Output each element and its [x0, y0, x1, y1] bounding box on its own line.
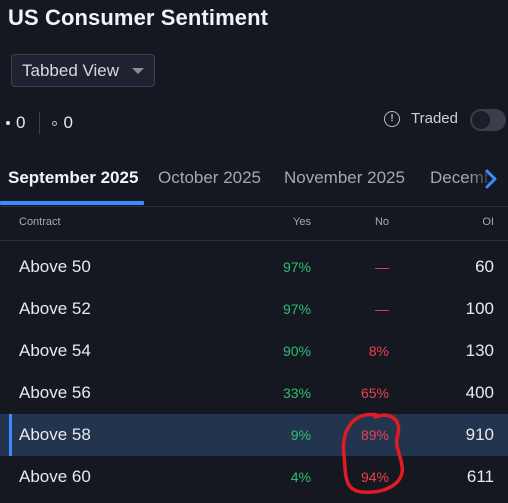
- yes-price[interactable]: 97%: [282, 301, 311, 317]
- table-row[interactable]: Above 60 4% 94% 611: [0, 456, 508, 498]
- table-row-selected[interactable]: Above 58 9% 89% 910: [0, 414, 508, 456]
- open-interest: 611: [466, 467, 494, 486]
- table-row[interactable]: Above 52 97% — 100: [0, 288, 508, 330]
- header-yes: Yes: [293, 216, 311, 228]
- header-contract: Contract: [19, 216, 61, 228]
- stat-filled: 0: [6, 113, 25, 133]
- no-price[interactable]: 65%: [360, 385, 389, 401]
- contract-name: Above 50: [19, 257, 91, 276]
- no-price[interactable]: —: [375, 301, 389, 317]
- stat-filled-value: 0: [16, 113, 26, 132]
- yes-price[interactable]: 4%: [290, 469, 311, 485]
- no-price[interactable]: 94%: [360, 469, 389, 485]
- view-mode-select[interactable]: Tabbed View: [11, 54, 155, 87]
- tab-scroll-fade: [468, 158, 508, 206]
- no-price[interactable]: 8%: [368, 343, 389, 359]
- contract-name: Above 60: [19, 467, 91, 486]
- active-tab-indicator: [0, 201, 144, 205]
- table-row[interactable]: Above 56 33% 65% 400: [0, 372, 508, 414]
- page-title: US Consumer Sentiment: [8, 5, 269, 30]
- yes-price[interactable]: 90%: [282, 343, 311, 359]
- filled-dot-icon: [6, 121, 10, 125]
- open-interest: 400: [465, 383, 494, 402]
- table-row[interactable]: Above 54 90% 8% 130: [0, 330, 508, 372]
- contract-name: Above 56: [19, 383, 91, 402]
- stat-hollow: 0: [52, 113, 73, 133]
- header-no: No: [374, 216, 389, 228]
- caret-down-icon: [132, 68, 144, 74]
- tab-november-2025[interactable]: November 2025: [284, 168, 405, 187]
- yes-price[interactable]: 33%: [282, 385, 311, 401]
- yes-price[interactable]: 9%: [290, 427, 311, 443]
- open-interest: 100: [465, 299, 494, 318]
- hollow-dot-icon: [52, 120, 58, 126]
- traded-toggle[interactable]: [470, 109, 506, 131]
- month-tabs: September 2025 October 2025 November 202…: [0, 158, 508, 206]
- contract-name: Above 58: [19, 425, 91, 444]
- contract-name: Above 54: [19, 341, 91, 360]
- toggle-knob: [472, 111, 490, 129]
- contract-name: Above 52: [19, 299, 91, 318]
- view-mode-value: Tabbed View: [22, 60, 120, 80]
- traded-label: Traded: [411, 110, 458, 127]
- position-stats: 0 0: [6, 112, 73, 134]
- stat-hollow-value: 0: [63, 113, 73, 132]
- table-row[interactable]: Above 50 97% — 60: [0, 246, 508, 288]
- no-price[interactable]: 89%: [360, 427, 389, 443]
- stats-divider: [39, 112, 41, 134]
- tab-october-2025[interactable]: October 2025: [158, 168, 262, 187]
- traded-filter: ! Traded: [384, 110, 458, 127]
- info-icon[interactable]: !: [384, 110, 400, 127]
- selected-row-indicator: [9, 414, 12, 456]
- yes-price[interactable]: 97%: [282, 259, 311, 275]
- tabs-divider: [0, 206, 508, 207]
- no-price[interactable]: —: [375, 259, 389, 275]
- tab-september-2025[interactable]: September 2025: [8, 168, 139, 187]
- open-interest: 910: [465, 425, 494, 444]
- open-interest: 130: [465, 341, 494, 360]
- open-interest: 60: [475, 257, 494, 276]
- table-header: Contract Yes No OI: [0, 207, 508, 241]
- chevron-right-icon[interactable]: [484, 168, 498, 190]
- header-oi: OI: [482, 216, 494, 228]
